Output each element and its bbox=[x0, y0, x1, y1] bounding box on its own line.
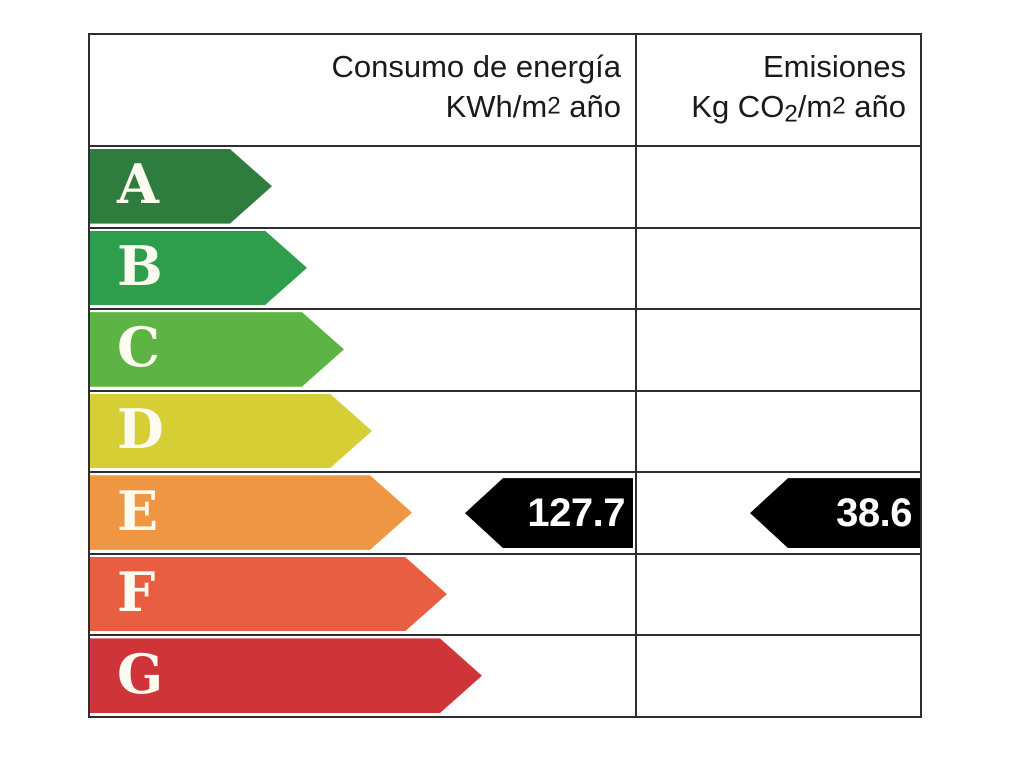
row-b-consumption-cell: B bbox=[90, 226, 635, 309]
row-e-consumption-cell: E 127.7 bbox=[90, 471, 635, 553]
rating-bar-c: C bbox=[90, 312, 344, 387]
header-consumption: Consumo de energía KWh/m2 año bbox=[90, 35, 635, 145]
consumption-value: 127.7 bbox=[527, 491, 625, 536]
rating-bar-a: A bbox=[90, 149, 272, 224]
consumption-value-arrow: 127.7 bbox=[465, 478, 633, 549]
row-g-consumption-cell: G bbox=[90, 634, 635, 716]
row-a-emissions-cell bbox=[635, 145, 920, 227]
header-emissions: Emisiones Kg CO2/m2 año bbox=[635, 35, 920, 145]
rating-bar-d: D bbox=[90, 394, 372, 469]
rating-letter-g: G bbox=[117, 641, 164, 706]
rating-bar-b: B bbox=[90, 231, 307, 306]
rating-letter-f: F bbox=[117, 560, 156, 625]
rating-letter-e: E bbox=[117, 478, 159, 543]
row-e-emissions-cell: 38.6 bbox=[635, 471, 920, 553]
header-consumption-line1: Consumo de energía bbox=[331, 49, 621, 84]
emissions-value: 38.6 bbox=[836, 491, 912, 536]
rating-letter-b: B bbox=[117, 233, 163, 298]
header-emissions-unit: Kg CO2/m2 año bbox=[691, 88, 906, 128]
row-d-emissions-cell bbox=[635, 389, 920, 472]
rating-letter-c: C bbox=[117, 315, 160, 380]
row-f-consumption-cell: F bbox=[90, 552, 635, 635]
row-d-consumption-cell: D bbox=[90, 389, 635, 472]
emissions-value-arrow: 38.6 bbox=[750, 478, 920, 549]
rating-letter-a: A bbox=[117, 152, 159, 217]
row-c-emissions-cell bbox=[635, 308, 920, 390]
rating-bar-g: G bbox=[90, 638, 482, 713]
rating-table: Consumo de energía KWh/m2 año Emisiones … bbox=[88, 33, 922, 718]
header-consumption-unit: KWh/m2 año bbox=[445, 88, 621, 124]
row-b-emissions-cell bbox=[635, 226, 920, 309]
row-f-emissions-cell bbox=[635, 552, 920, 635]
header-emissions-line1: Emisiones bbox=[763, 49, 906, 84]
row-g-emissions-cell bbox=[635, 634, 920, 716]
row-a-consumption-cell: A bbox=[90, 145, 635, 227]
rating-bar-f: F bbox=[90, 557, 447, 632]
row-c-consumption-cell: C bbox=[90, 308, 635, 390]
rating-letter-d: D bbox=[117, 396, 164, 461]
rating-bar-e: E bbox=[90, 475, 412, 550]
